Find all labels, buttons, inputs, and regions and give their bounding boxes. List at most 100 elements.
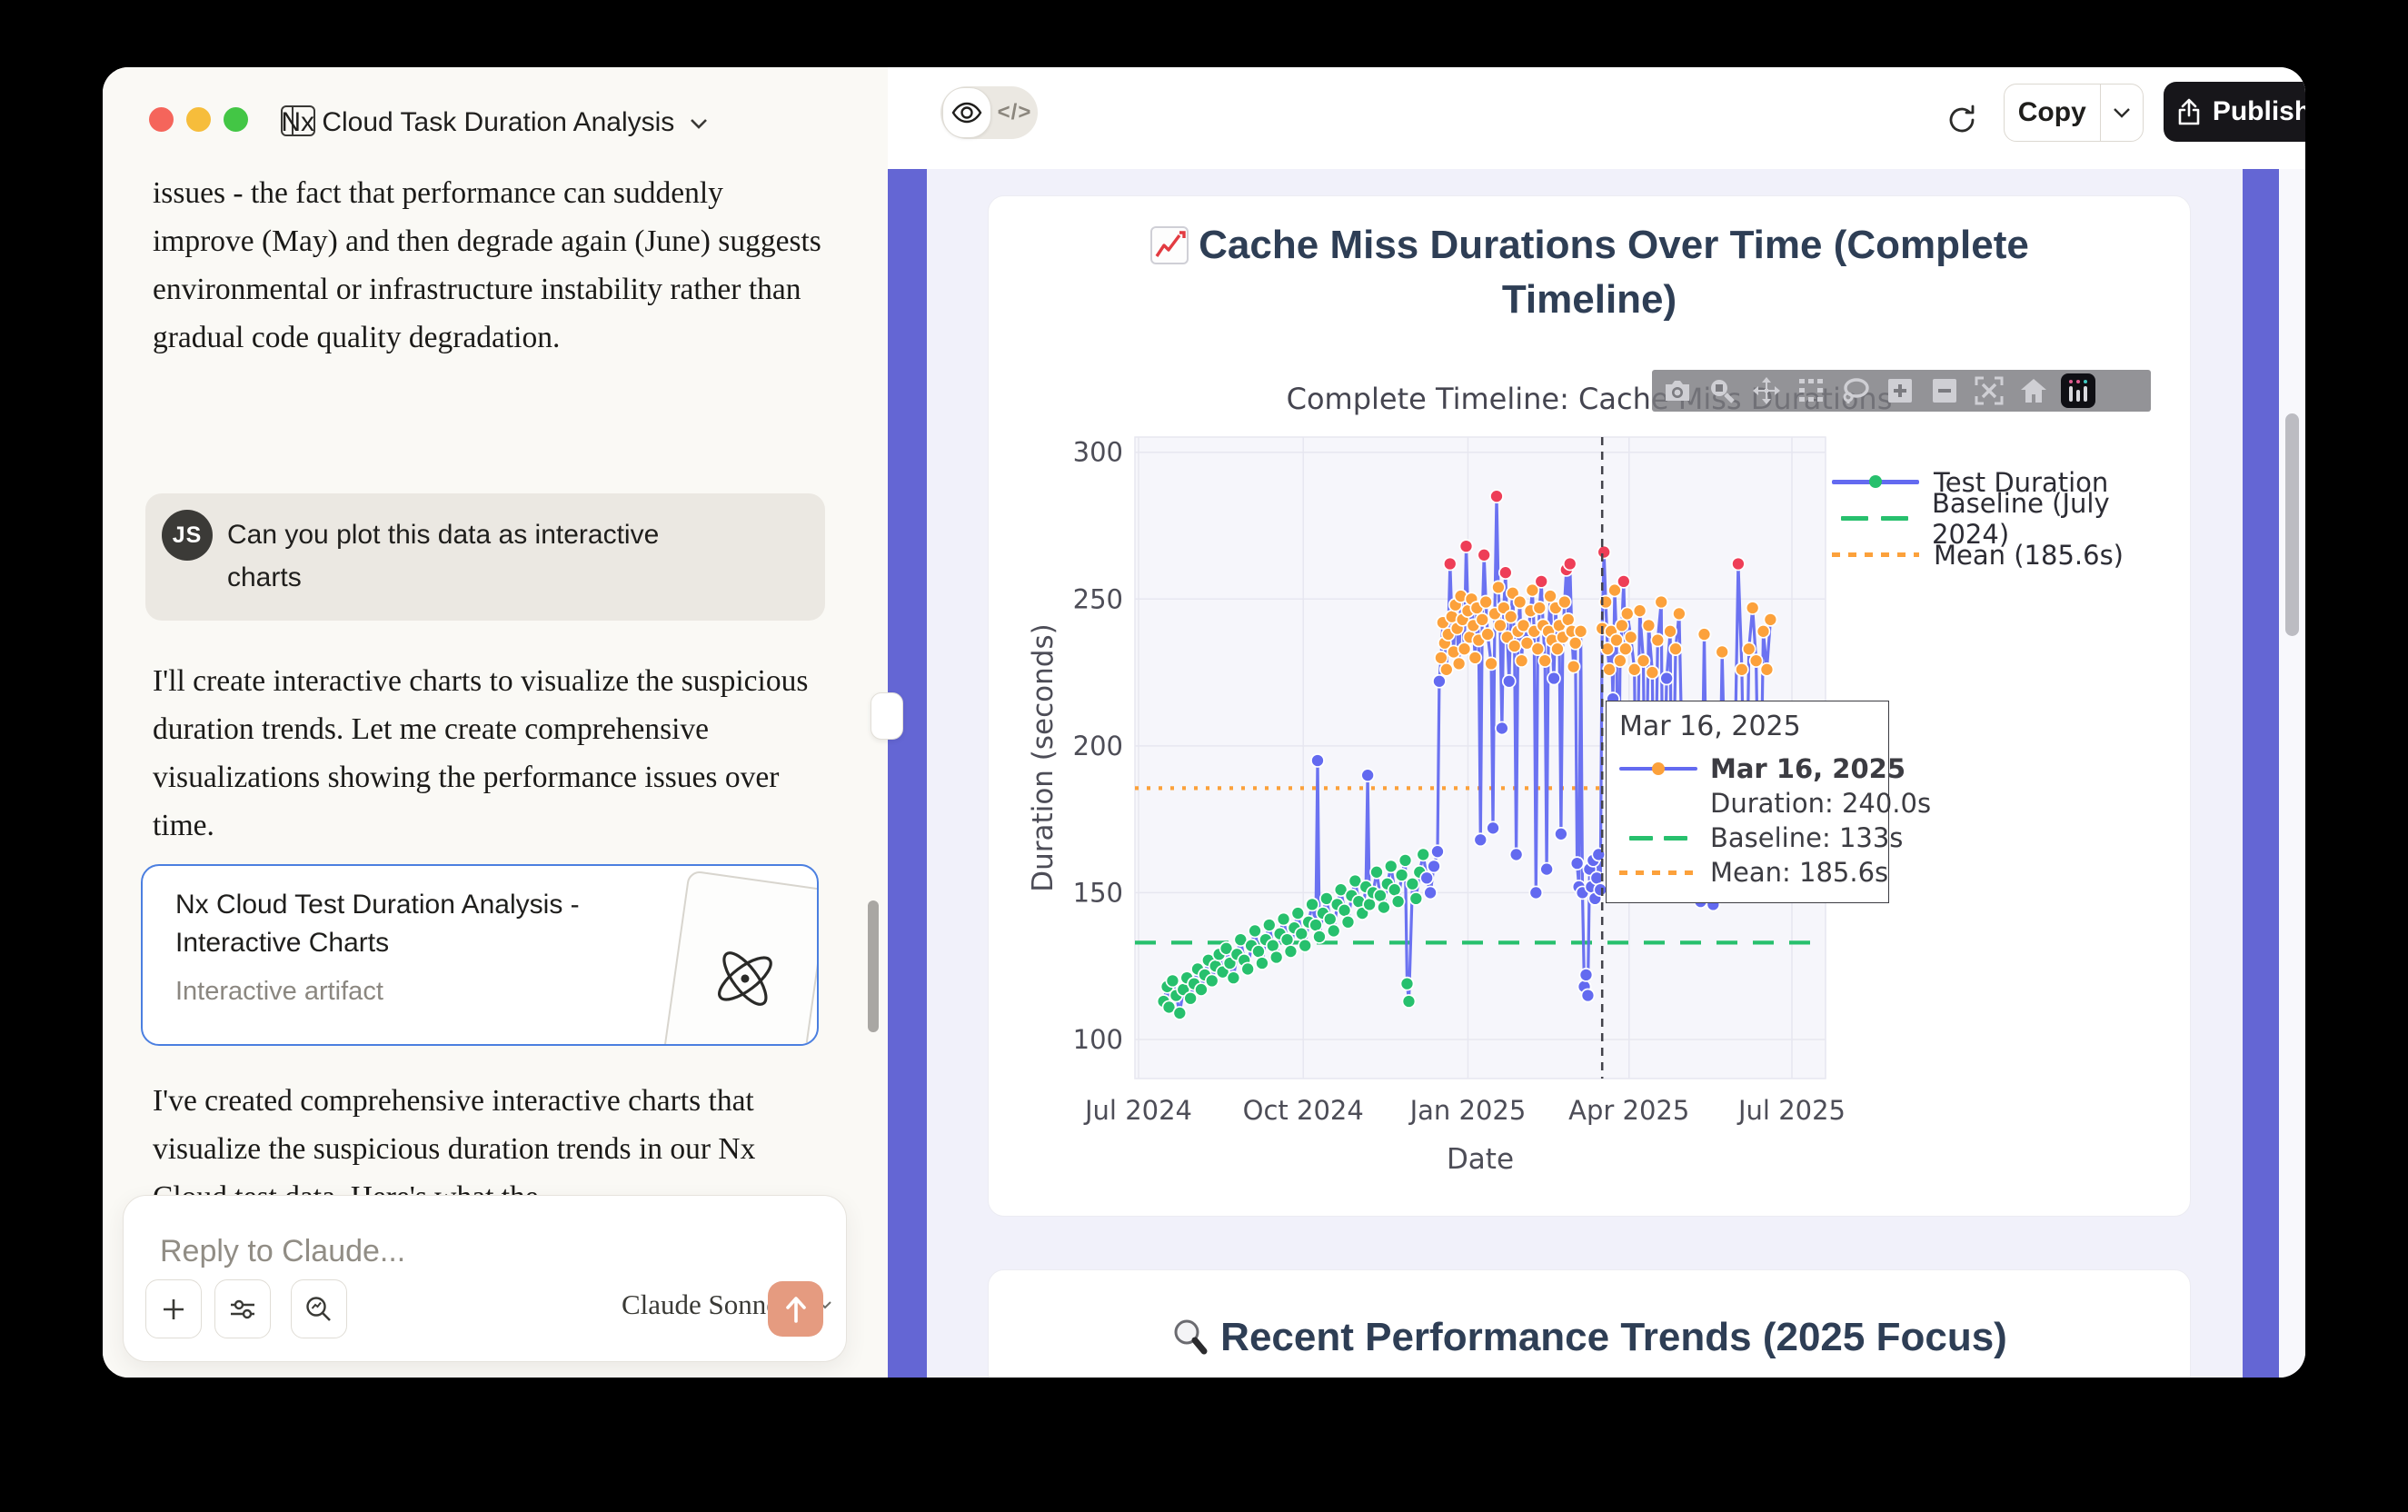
- legend-label: Mean (185.6s): [1934, 539, 2124, 571]
- chart-card-heading: Cache Miss Durations Over Time (Complete…: [989, 218, 2190, 327]
- traffic-light-minimize[interactable]: [186, 107, 211, 132]
- copy-button[interactable]: Copy: [2004, 84, 2144, 142]
- panel-divider-left[interactable]: [888, 169, 927, 1378]
- artifact-card-subtitle: Interactive artifact: [175, 977, 383, 1006]
- traffic-light-close[interactable]: [149, 107, 174, 132]
- artifact-card-title: Nx Cloud Test Duration Analysis - Intera…: [175, 890, 580, 958]
- legend-line-marker: [1832, 475, 1919, 489]
- conversation-title-label: Nx Cloud Task Duration Analysis: [281, 107, 675, 137]
- chart-increasing-icon: [1150, 226, 1189, 264]
- plotly-logo-icon[interactable]: [2060, 373, 2096, 408]
- plotly-modebar: [1652, 370, 2151, 412]
- legend-item-mean[interactable]: Mean (185.6s): [1832, 539, 2190, 571]
- research-button[interactable]: [291, 1279, 347, 1338]
- tooltip-duration: Duration: 240.0s: [1710, 788, 1932, 819]
- legend-item-test-duration[interactable]: Test Duration: [1832, 466, 2190, 498]
- panel-resize-handle[interactable]: [871, 692, 903, 740]
- artifact-content: Cache Miss Durations Over Time (Complete…: [927, 169, 2243, 1378]
- zoom-out-icon[interactable]: [1926, 373, 1963, 408]
- legend-label: Baseline (July 2024): [1932, 487, 2110, 550]
- sidebar-toggle-icon[interactable]: [281, 105, 315, 136]
- attach-button[interactable]: [145, 1279, 202, 1338]
- assistant-paragraph: issues - the fact that performance can s…: [153, 176, 821, 354]
- chart-tooltip: Mar 16, 2025 Mar 16, 2025 Duration: 240.…: [1606, 701, 1931, 903]
- chevron-down-icon: [690, 119, 707, 129]
- legend-dot-marker: [1832, 552, 1919, 557]
- composer-input[interactable]: Reply to Claude...: [160, 1234, 406, 1268]
- search-trend-icon: [306, 1296, 331, 1321]
- svg-text:200: 200: [1073, 731, 1123, 761]
- send-button[interactable]: [768, 1281, 823, 1337]
- avatar: JS: [162, 510, 213, 561]
- trends-card: Recent Performance Trends (2025 Focus): [988, 1269, 2191, 1378]
- svg-text:Duration (seconds): Duration (seconds): [1027, 623, 1060, 891]
- artifact-preview-card[interactable]: Nx Cloud Test Duration Analysis - Intera…: [141, 864, 819, 1046]
- refresh-button[interactable]: [1942, 100, 1982, 140]
- svg-text:Apr 2025: Apr 2025: [1568, 1095, 1689, 1126]
- preview-toggle-button[interactable]: [942, 87, 991, 138]
- user-message: JS Can you plot this data as interactive…: [145, 493, 825, 621]
- atom-icon: [718, 950, 772, 1006]
- copy-menu-button[interactable]: [2101, 106, 2143, 119]
- svg-text:Jan 2025: Jan 2025: [1408, 1095, 1527, 1126]
- legend-item-baseline[interactable]: Baseline (July 2024): [1832, 488, 2190, 550]
- share-icon: [2178, 98, 2200, 125]
- box-select-icon[interactable]: [1793, 373, 1829, 408]
- lasso-select-icon[interactable]: [1837, 373, 1874, 408]
- code-icon: </>: [997, 100, 1032, 124]
- eye-icon: [951, 102, 982, 124]
- autoscale-icon[interactable]: [1971, 373, 2007, 408]
- reply-composer[interactable]: Reply to Claude... Claude Sonnet: [123, 1195, 847, 1362]
- magnifier-icon: [1174, 1319, 1208, 1355]
- svg-text:Jul 2025: Jul 2025: [1736, 1095, 1846, 1126]
- tooltip-mean: Mean: 185.6s: [1710, 857, 1889, 888]
- artifact-page-thumbnail: [661, 870, 817, 1044]
- tooltip-dot-marker: [1619, 870, 1697, 875]
- chat-scrollbar[interactable]: [868, 900, 879, 1032]
- artifact-header: </> Copy Publish: [888, 67, 2305, 169]
- tooltip-dash-marker: [1619, 835, 1697, 841]
- traffic-light-zoom[interactable]: [224, 107, 248, 132]
- assistant-paragraph: I'll create interactive charts to visual…: [153, 664, 809, 842]
- chart-heading-text: Cache Miss Durations Over Time (Complete…: [1199, 223, 2029, 322]
- divider: [2099, 85, 2101, 141]
- svg-text:Jul 2024: Jul 2024: [1083, 1095, 1192, 1126]
- sliders-icon: [231, 1299, 254, 1318]
- zoom-icon[interactable]: [1704, 373, 1740, 408]
- artifact-scroll-track: [2279, 169, 2305, 1378]
- panel-divider-right: [2243, 169, 2279, 1378]
- preview-code-toggle: </>: [940, 86, 1038, 139]
- trends-heading-text: Recent Performance Trends (2025 Focus): [1220, 1315, 2007, 1359]
- chart-legend: Test Duration Baseline (July 2024) Mean …: [1832, 466, 2190, 571]
- tooltip-date-bold: Mar 16, 2025: [1710, 753, 1906, 784]
- up-arrow-icon: [785, 1296, 806, 1323]
- artifact-scrollbar[interactable]: [2285, 413, 2299, 636]
- timeline-chart-plot[interactable]: 100 150 200 250 300 Jul 2024 Oct 2024 Jan 2025 A…: [989, 196, 2190, 1216]
- tooltip-line-marker: [1619, 761, 1697, 775]
- zoom-in-icon[interactable]: [1882, 373, 1918, 408]
- plus-icon: [164, 1298, 184, 1319]
- code-toggle-button[interactable]: </>: [991, 100, 1038, 125]
- svg-text:250: 250: [1073, 583, 1123, 614]
- tooltip-baseline: Baseline: 133s: [1710, 822, 1904, 853]
- publish-button[interactable]: Publish: [2164, 82, 2305, 142]
- camera-icon[interactable]: [1659, 373, 1696, 408]
- app-window: Nx Cloud Task Duration Analysis issues -…: [103, 67, 2305, 1378]
- chat-panel: Nx Cloud Task Duration Analysis issues -…: [103, 67, 888, 1378]
- trends-card-heading: Recent Performance Trends (2025 Focus): [989, 1310, 2190, 1365]
- tooltip-date: Mar 16, 2025: [1619, 711, 1801, 742]
- publish-button-label: Publish: [2212, 96, 2305, 126]
- chevron-down-icon: [2114, 108, 2130, 118]
- refresh-icon: [1949, 104, 1975, 133]
- svg-text:100: 100: [1073, 1024, 1123, 1055]
- pan-icon[interactable]: [1748, 373, 1785, 408]
- svg-text:Oct 2024: Oct 2024: [1243, 1095, 1364, 1126]
- svg-text:150: 150: [1073, 877, 1123, 908]
- legend-label: Test Duration: [1934, 466, 2109, 498]
- user-message-text: Can you plot this data as interactive ch…: [227, 520, 660, 592]
- reset-axes-home-icon[interactable]: [2015, 373, 2052, 408]
- tools-button[interactable]: [214, 1279, 271, 1338]
- conversation-title[interactable]: Nx Cloud Task Duration Analysis: [103, 107, 888, 138]
- legend-dash-marker: [1832, 516, 1917, 521]
- svg-text:Date: Date: [1447, 1143, 1514, 1176]
